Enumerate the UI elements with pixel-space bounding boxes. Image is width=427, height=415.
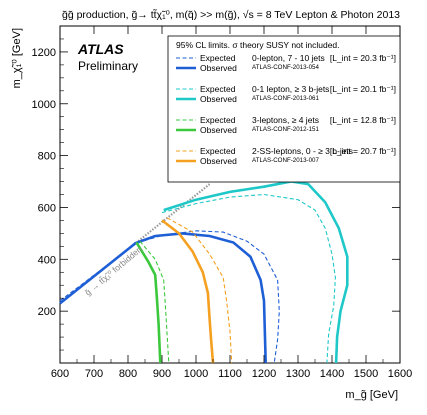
series-line-5 [135,241,162,364]
series-line-1 [59,232,267,364]
series-line-0 [59,230,280,364]
x-tick-label: 1600 [388,368,412,380]
legend-observed-label: Observed [200,63,237,73]
x-tick-label: 1100 [218,368,242,380]
y-tick-label: 800 [38,151,56,163]
x-tick-label: 700 [85,368,103,380]
x-axis-label: m_g̃ [GeV] [345,389,398,401]
y-tick-label: 1000 [32,99,56,111]
legend-expected-label: Expected [200,146,236,156]
legend-header: 95% CL limits. σ theory SUSY not include… [176,40,340,50]
x-tick-label: 900 [153,368,171,380]
legend-box [167,35,401,183]
legend-analysis-name: 0-1 lepton, ≥ 3 b-jets [252,84,329,94]
y-tick-label: 1200 [32,47,56,59]
series-line-6 [166,217,233,364]
series-line-3 [163,180,349,364]
x-tick-label: 1400 [320,368,344,380]
y-tick-label: 400 [38,254,56,266]
legend-observed-label: Observed [200,156,237,166]
axis-ticks: 600 700 800 900 1000 1100 1200 1300 1400 1500 1600… [32,26,412,380]
legend: 95% CL limits. σ theory SUSY not include… [167,35,401,183]
legend-observed-label: Observed [200,94,237,104]
x-tick-label: 1500 [354,368,378,380]
legend-conf-label: ATLAS-CONF-2013-061 [252,95,319,102]
legend-conf-label: ATLAS-CONF-2013-054 [252,64,319,71]
data-layer [59,180,349,364]
series-line-4 [139,240,170,364]
legend-conf-label: ATLAS-CONF-2013-007 [252,157,319,164]
legend-analysis-name: 3-leptons, ≥ 4 jets [252,115,319,125]
x-tick-label: 600 [51,368,69,380]
series-line-7 [161,219,215,364]
y-axis-label: m_χ̃₁⁰ [GeV] [11,28,23,88]
x-tick-label: 1300 [286,368,310,380]
legend-expected-label: Expected [200,84,236,94]
legend-lumi-label: [L_int = 20.1 fb⁻¹] [330,84,396,94]
legend-lumi-label: [L_int = 20.7 fb⁻¹] [330,146,396,156]
y-tick-label: 600 [38,202,56,214]
chart-title: g̃g̃ production, g̃→ tt̃χ̃₁⁰, m(q̃) >> m… [62,9,293,21]
legend-conf-label: ATLAS-CONF-2012-151 [252,126,319,133]
x-tick-label: 800 [119,368,137,380]
x-tick-label: 1200 [252,368,276,380]
kinematic-boundary-line [137,183,211,243]
legend-lumi-label: [L_int = 20.3 fb⁻¹] [330,53,396,63]
forbidden-label: g̃ → tt̃χ̃₁⁰ forbidden [83,244,145,298]
legend-observed-label: Observed [200,125,237,135]
chart-title-right: Lepton & Photon 2013 [295,9,400,21]
legend-expected-label: Expected [200,53,236,63]
series-line-2 [161,193,336,364]
legend-expected-label: Expected [200,115,236,125]
legend-analysis-name: 0-lepton, 7 - 10 jets [252,53,325,63]
atlas-label: ATLAS [77,41,124,57]
y-tick-label: 200 [38,306,56,318]
x-tick-label: 1000 [184,368,208,380]
legend-analysis-name: 2-SS-leptons, 0 - ≥ 3 b-jets [252,146,353,156]
atlas-sublabel: Preliminary [78,59,138,73]
legend-lumi-label: [L_int = 12.8 fb⁻¹] [330,115,396,125]
